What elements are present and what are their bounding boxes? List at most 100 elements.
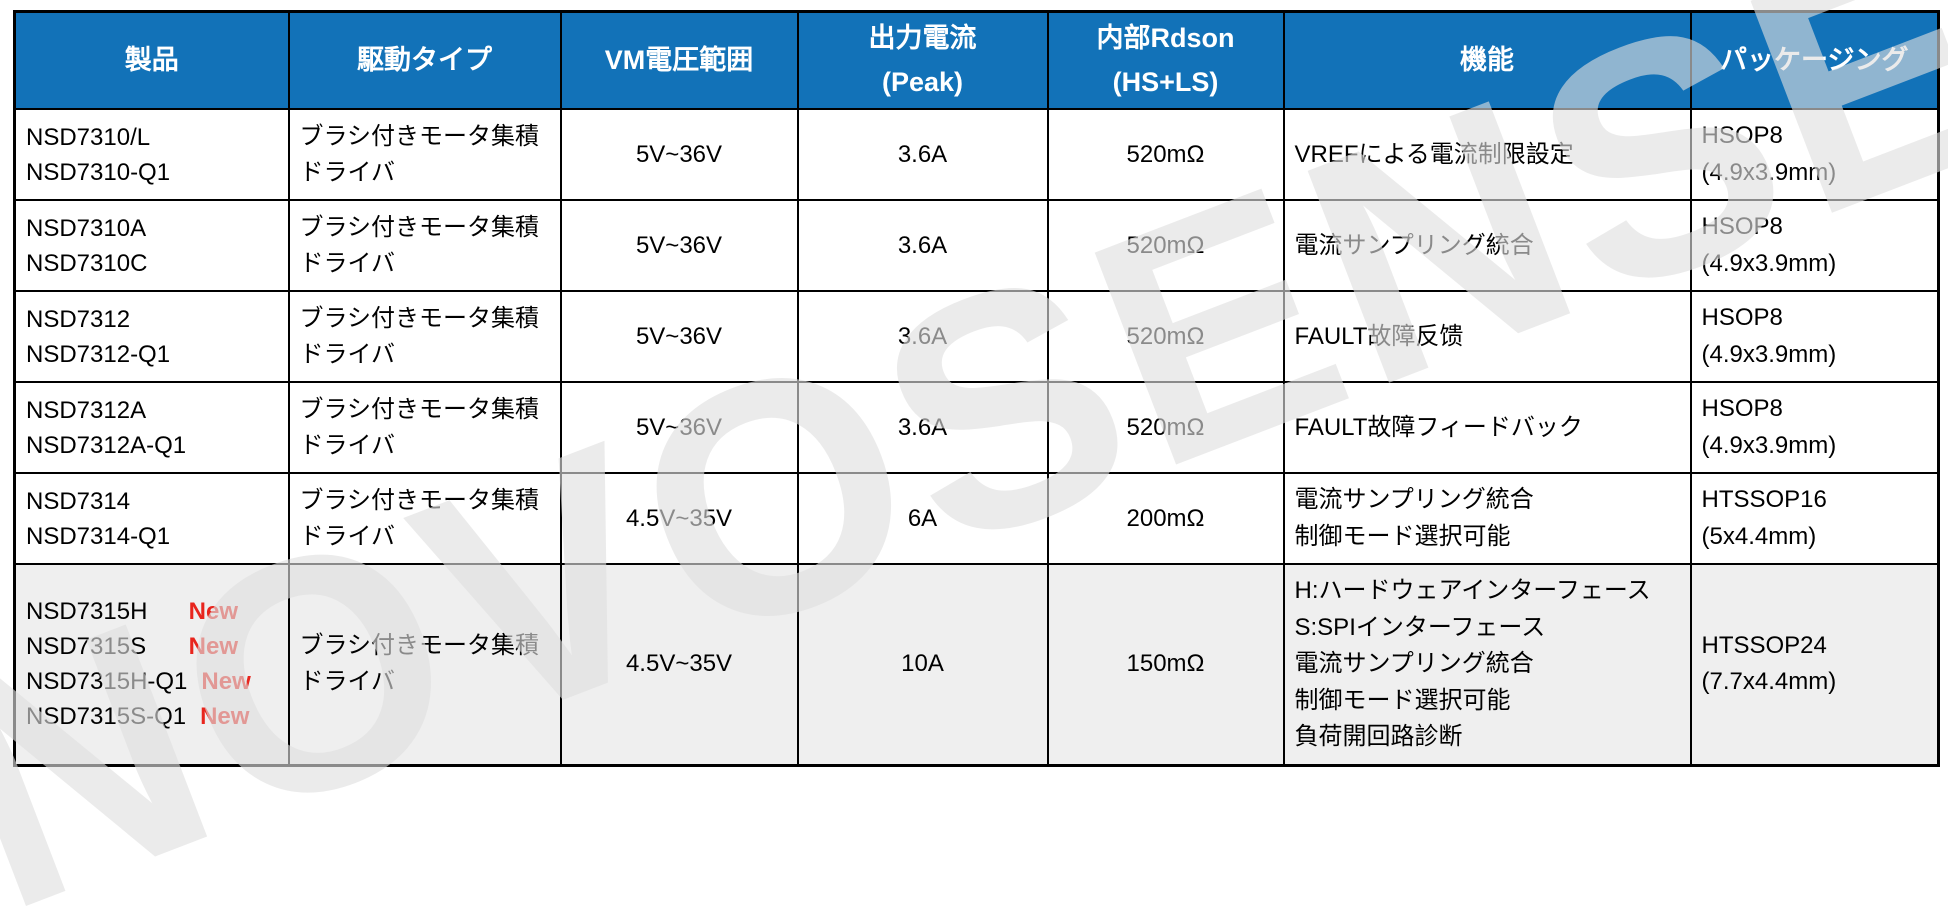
product-line: NSD7315H-Q1 New <box>26 664 251 699</box>
product-line: NSD7310-Q1 <box>26 155 238 190</box>
packaging-line: HSOP8 <box>1701 213 1783 241</box>
table-row: NSD7312A NSD7312A-Q1 ブラシ付きモータ集積ドライバ 5V~36V 3… <box>13 381 1940 475</box>
rdson-cell: 150mΩ <box>1046 563 1285 766</box>
function-line: FAULT故障フィードバック <box>1294 413 1583 441</box>
output-current-cell: 6A <box>796 472 1049 566</box>
packaging-line: (5x4.4mm) <box>1701 522 1817 550</box>
product-cell: NSD7312 NSD7312-Q1 <box>13 290 290 384</box>
output-current-cell: 10A <box>796 563 1049 766</box>
new-badge: New <box>188 633 238 661</box>
product-name: NSD7310C <box>26 249 148 277</box>
product-name: NSD7312 <box>26 305 131 333</box>
packaging-cell: HTSSOP24 (7.7x4.4mm) <box>1689 563 1940 766</box>
vm-range-cell: 4.5V~35V <box>559 472 799 566</box>
function-line: 電流サンプリング統合 <box>1294 231 1534 259</box>
product-cell: NSD7312A NSD7312A-Q1 <box>13 381 290 475</box>
rdson-cell: 520mΩ <box>1046 290 1285 384</box>
new-badge: New <box>200 703 250 731</box>
functions-cell: FAULT故障反馈 <box>1282 290 1692 384</box>
product-name: NSD7315H-Q1 <box>26 668 188 696</box>
packaging-line: (4.9x3.9mm) <box>1701 158 1837 186</box>
product-cell: NSD7310/L NSD7310-Q1 <box>13 108 290 202</box>
packaging-cell: HSOP8 (4.9x3.9mm) <box>1689 290 1940 384</box>
packaging-line: (4.9x3.9mm) <box>1701 431 1837 459</box>
functions-cell: H:ハードウェアインターフェース S:SPIインターフェース 電流サンプリング統合制… <box>1282 563 1692 766</box>
product-cell: NSD7315H New NSD7315S New NSD7315H-Q1 New NSD7… <box>13 563 290 766</box>
product-line: NSD7314 <box>26 484 238 519</box>
vm-range-cell: 5V~36V <box>559 290 799 384</box>
output-current-cell: 3.6A <box>796 290 1049 384</box>
column-header-product: 製品 <box>13 10 290 111</box>
drive-type-cell: ブラシ付きモータ集積ドライバ <box>287 290 562 384</box>
product-name: NSD7314 <box>26 487 131 515</box>
output-current-cell: 3.6A <box>796 199 1049 293</box>
product-name: NSD7315S-Q1 <box>26 703 187 731</box>
column-header-drive_type: 駆動タイプ <box>287 10 562 111</box>
product-name: NSD7310/L <box>26 123 151 151</box>
vm-range-cell: 4.5V~35V <box>559 563 799 766</box>
product-line: NSD7314-Q1 <box>26 519 238 554</box>
column-header-vm_range: VM電圧範囲 <box>559 10 799 111</box>
packaging-cell: HTSSOP16 (5x4.4mm) <box>1689 472 1940 566</box>
rdson-cell: 520mΩ <box>1046 381 1285 475</box>
packaging-line: (7.7x4.4mm) <box>1701 668 1837 696</box>
vm-range-cell: 5V~36V <box>559 199 799 293</box>
drive-type-cell: ブラシ付きモータ集積ドライバ <box>287 472 562 566</box>
product-line: NSD7312A-Q1 <box>26 428 238 463</box>
packaging-line: HTSSOP24 <box>1701 631 1827 659</box>
product-line: NSD7310A <box>26 211 238 246</box>
product-name: NSD7310-Q1 <box>26 158 171 186</box>
product-line: NSD7315S-Q1 New <box>26 699 249 734</box>
packaging-cell: HSOP8 (4.9x3.9mm) <box>1689 108 1940 202</box>
rdson-cell: 520mΩ <box>1046 108 1285 202</box>
product-line: NSD7310C <box>26 246 238 281</box>
product-name: NSD7312-Q1 <box>26 340 171 368</box>
functions-cell: VREFによる電流制限設定 <box>1282 108 1692 202</box>
new-badge: New <box>201 668 251 696</box>
vm-range-cell: 5V~36V <box>559 381 799 475</box>
function-line: 電流サンプリング統合 <box>1294 650 1534 678</box>
table-row: NSD7310A NSD7310C ブラシ付きモータ集積ドライバ 5V~36V 3.6A… <box>13 199 1940 293</box>
product-name: NSD7315S <box>26 633 147 661</box>
drive-type-cell: ブラシ付きモータ集積ドライバ <box>287 199 562 293</box>
product-line: NSD7310/L <box>26 120 238 155</box>
packaging-cell: HSOP8 (4.9x3.9mm) <box>1689 381 1940 475</box>
product-line: NSD7312-Q1 <box>26 337 238 372</box>
packaging-line: (4.9x3.9mm) <box>1701 340 1837 368</box>
product-cell: NSD7310A NSD7310C <box>13 199 290 293</box>
function-line: 制御モード選択可能 <box>1294 522 1511 550</box>
column-header-functions: 機能 <box>1282 10 1692 111</box>
product-name: NSD7315H <box>26 598 148 626</box>
table-row: NSD7312 NSD7312-Q1 ブラシ付きモータ集積ドライバ 5V~36V 3.6… <box>13 290 1940 384</box>
functions-cell: FAULT故障フィードバック <box>1282 381 1692 475</box>
functions-cell: 電流サンプリング統合 制御モード選択可能 <box>1282 472 1692 566</box>
drive-type-cell: ブラシ付きモータ集積ドライバ <box>287 563 562 766</box>
table-row: NSD7315H New NSD7315S New NSD7315H-Q1 New NSD7… <box>13 563 1940 766</box>
function-line: FAULT故障反馈 <box>1294 322 1464 350</box>
output-current-cell: 3.6A <box>796 108 1049 202</box>
product-table: 製品 駆動タイプ VM電圧範囲 出力電流 (Peak) 内部Rdson (HS+LS) 機能パ… <box>13 10 1940 767</box>
product-name: NSD7310A <box>26 214 147 242</box>
function-line: 負荷開回路診断 <box>1294 723 1463 751</box>
product-name: NSD7312A-Q1 <box>26 431 187 459</box>
function-line: VREFによる電流制限設定 <box>1294 140 1574 168</box>
column-header-rdson: 内部Rdson (HS+LS) <box>1046 10 1285 111</box>
table-body: NSD7310/L NSD7310-Q1 ブラシ付きモータ集積ドライバ 5V~36V 3… <box>13 108 1940 766</box>
column-header-output_current: 出力電流 (Peak) <box>796 10 1049 111</box>
function-line: S:SPIインターフェース <box>1294 613 1546 641</box>
functions-cell: 電流サンプリング統合 <box>1282 199 1692 293</box>
product-line: NSD7312 <box>26 302 238 337</box>
product-line: NSD7315S New <box>26 629 238 664</box>
packaging-line: HTSSOP16 <box>1701 486 1827 514</box>
product-line: NSD7312A <box>26 393 238 428</box>
header-row: 製品 駆動タイプ VM電圧範囲 出力電流 (Peak) 内部Rdson (HS+LS) 機能パ… <box>13 10 1940 111</box>
function-line: 電流サンプリング統合 <box>1294 486 1534 514</box>
packaging-cell: HSOP8 (4.9x3.9mm) <box>1689 199 1940 293</box>
packaging-line: HSOP8 <box>1701 304 1783 332</box>
column-header-packaging: パッケージング <box>1689 10 1940 111</box>
rdson-cell: 200mΩ <box>1046 472 1285 566</box>
table-header: 製品 駆動タイプ VM電圧範囲 出力電流 (Peak) 内部Rdson (HS+LS) 機能パ… <box>13 10 1940 111</box>
function-line: H:ハードウェアインターフェース <box>1294 577 1651 605</box>
drive-type-cell: ブラシ付きモータ集積ドライバ <box>287 381 562 475</box>
